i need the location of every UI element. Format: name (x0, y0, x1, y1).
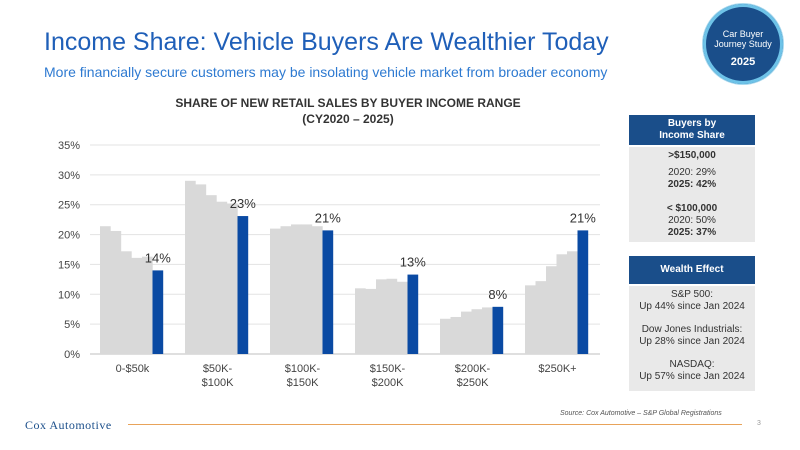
x-tick-label: $200K (372, 377, 404, 389)
bar-history (301, 224, 313, 354)
data-label: 21% (315, 210, 341, 225)
cox-automotive-logo: Cox Automotive (25, 418, 112, 432)
y-tick-label: 10% (58, 289, 80, 301)
y-tick-label: 25% (58, 200, 80, 212)
bar-2025 (322, 230, 334, 354)
bar-history (546, 266, 557, 354)
bar-history (376, 279, 387, 354)
page-subtitle: More financially secure customers may be… (44, 64, 608, 80)
wealth-panel-body: S&P 500: Up 44% since Jan 2024 Dow Jones… (629, 286, 755, 391)
x-tick-label: $250K (457, 377, 489, 389)
buyers-header-line-2: Income Share (659, 130, 725, 141)
bar-history (556, 254, 568, 354)
study-badge: Car Buyer Journey Study 2025 (703, 4, 783, 84)
x-tick-label: $50K- (203, 363, 233, 375)
y-tick-label: 15% (58, 259, 80, 271)
x-tick-label: 0-$50k (116, 363, 150, 375)
x-tick-label: $200K- (455, 363, 491, 375)
bar-2025 (152, 270, 164, 354)
footer-divider (128, 424, 742, 425)
page-title: Income Share: Vehicle Buyers Are Wealthi… (44, 28, 609, 56)
bar-history (110, 230, 122, 354)
bar-history (440, 318, 451, 354)
bar-history (185, 180, 196, 354)
source-note: Source: Cox Automotive – S&P Global Regi… (560, 410, 722, 417)
x-tick-label: $150K (287, 377, 319, 389)
bar-history (206, 195, 217, 354)
bar-history (365, 288, 377, 354)
bar-history (525, 285, 536, 354)
data-label: 13% (400, 255, 426, 270)
chart-title: SHARE OF NEW RETAIL SALES BY BUYER INCOM… (128, 95, 568, 127)
buyers-panel-body: >$150,000 2020: 29% 2025: 42% < $100,000… (629, 147, 755, 242)
data-label: 14% (145, 250, 171, 265)
bar-history (312, 226, 323, 354)
bar-history (195, 184, 207, 354)
data-label: 21% (570, 210, 596, 225)
bar-history (535, 281, 547, 354)
bar-2025 (237, 216, 249, 354)
bar-history (216, 201, 228, 354)
bar-history (100, 226, 111, 354)
chart-title-line-1: SHARE OF NEW RETAIL SALES BY BUYER INCOM… (175, 96, 521, 110)
buyers-panel-header: Buyers by Income Share (629, 115, 755, 145)
wealth-line: NASDAQ: (669, 359, 715, 370)
bar-history (461, 311, 472, 354)
bar-history (471, 309, 483, 354)
bar-history (291, 224, 302, 354)
buyers-header-line-1: Buyers by (667, 118, 717, 129)
badge-line-2: Journey Study (714, 39, 772, 49)
wealth-line: Up 44% since Jan 2024 (639, 301, 745, 312)
wealth-line: Dow Jones Industrials: (641, 324, 743, 335)
data-label: 8% (488, 287, 507, 302)
x-tick-label: $100K- (285, 363, 321, 375)
bar-history (397, 281, 408, 354)
bar-history (567, 251, 578, 354)
badge-line-1: Car Buyer (722, 29, 764, 39)
y-tick-label: 0% (64, 349, 80, 361)
bar-2025 (492, 306, 504, 354)
buyers-line: 2020: 50% (668, 215, 716, 226)
bar-history (121, 251, 132, 354)
x-tick-label: $250K+ (538, 363, 576, 375)
buyers-line: >$150,000 (668, 150, 716, 161)
page-number: 3 (757, 420, 761, 427)
wealth-panel-header: Wealth Effect (629, 256, 755, 284)
bar-history (131, 257, 143, 354)
bar-history (355, 288, 366, 354)
buyers-line: 2020: 29% (668, 167, 716, 178)
bar-history (450, 316, 462, 354)
bar-history (280, 226, 292, 354)
buyers-line: 2025: 42% (667, 179, 717, 190)
bar-history (482, 307, 493, 354)
wealth-line: S&P 500: (670, 289, 714, 300)
y-tick-label: 30% (58, 170, 80, 182)
wealth-line: Up 57% since Jan 2024 (639, 371, 745, 382)
bar-history (386, 278, 398, 354)
y-tick-label: 20% (58, 230, 80, 242)
buyers-line: 2025: 37% (667, 227, 717, 238)
x-tick-label: $150K- (370, 363, 406, 375)
buyers-line: < $100,000 (666, 203, 718, 214)
badge-year: 2025 (730, 56, 756, 68)
bar-2025 (407, 274, 419, 354)
y-tick-label: 35% (58, 140, 80, 152)
bar-history (227, 203, 238, 354)
bar-2025 (577, 230, 589, 354)
chart-title-line-2: (CY2020 – 2025) (302, 112, 394, 126)
data-label: 23% (230, 196, 256, 211)
x-tick-label: $100K (202, 377, 234, 389)
wealth-line: Up 28% since Jan 2024 (639, 336, 745, 347)
bar-history (270, 228, 281, 354)
y-tick-label: 5% (64, 319, 80, 331)
bar-history (142, 256, 153, 354)
